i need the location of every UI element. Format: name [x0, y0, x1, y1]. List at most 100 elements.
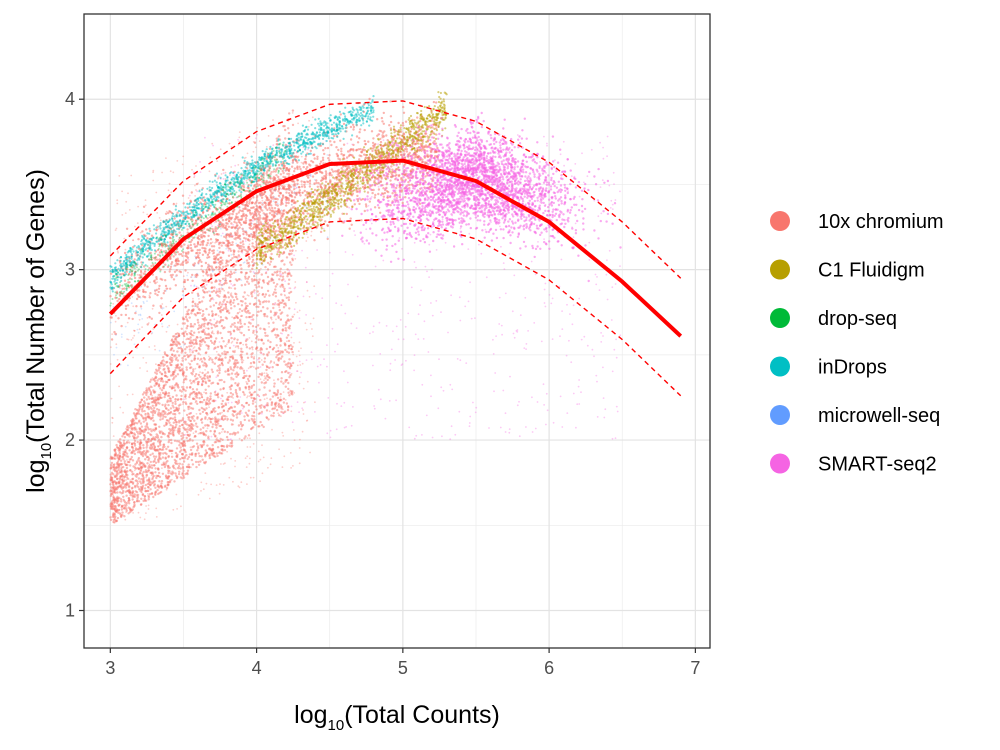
scatter-point [230, 368, 233, 371]
scatter-point [305, 328, 308, 331]
scatter-point [159, 392, 162, 394]
scatter-point [182, 318, 185, 321]
scatter-point [183, 444, 186, 447]
scatter-point [493, 390, 495, 393]
scatter-point [250, 340, 253, 343]
scatter-point [128, 460, 131, 464]
scatter-point [196, 362, 199, 366]
scatter-point [559, 395, 562, 398]
scatter-point [141, 474, 144, 477]
scatter-point [220, 397, 222, 400]
scatter-point [479, 197, 481, 199]
scatter-point [213, 362, 216, 365]
scatter-point [268, 410, 271, 413]
scatter-point [194, 302, 197, 305]
scatter-point [179, 398, 183, 401]
scatter-point [152, 171, 155, 174]
scatter-point [182, 381, 185, 384]
scatter-point [199, 401, 202, 404]
scatter-point [298, 411, 300, 414]
scatter-point [252, 206, 255, 209]
scatter-point [118, 297, 121, 301]
scatter-point [209, 421, 213, 424]
scatter-point [218, 432, 221, 435]
scatter-point [261, 293, 264, 296]
scatter-point [161, 303, 164, 305]
scatter-point [212, 304, 216, 307]
scatter-point [236, 345, 240, 348]
scatter-point [237, 424, 241, 427]
scatter-point [188, 395, 191, 399]
scatter-point [277, 359, 280, 362]
scatter-point [242, 405, 246, 408]
scatter-point [188, 316, 191, 319]
scatter-point [142, 444, 145, 447]
scatter-point [210, 483, 213, 486]
scatter-point [130, 174, 133, 177]
scatter-point [204, 392, 208, 395]
scatter-point [159, 361, 163, 365]
scatter-point [232, 265, 235, 268]
scatter-point [271, 395, 275, 398]
scatter-point [199, 161, 201, 163]
scatter-point [241, 210, 245, 213]
scatter-point [191, 417, 194, 420]
scatter-point [490, 221, 492, 224]
scatter-point [177, 346, 180, 350]
scatter-point [158, 431, 162, 435]
scatter-point [139, 441, 143, 444]
scatter-point [201, 360, 204, 363]
scatter-point [231, 316, 234, 318]
scatter-point [494, 372, 497, 374]
scatter-point [202, 440, 205, 443]
scatter-point [469, 281, 471, 284]
scatter-point [230, 378, 233, 381]
scatter-point [513, 336, 516, 339]
scatter-point [153, 391, 156, 394]
scatter-point [198, 298, 200, 300]
scatter-point [290, 410, 293, 413]
scatter-point [116, 477, 119, 480]
scatter-point [329, 436, 332, 439]
scatter-point [428, 276, 430, 278]
scatter-point [138, 488, 141, 491]
scatter-point [227, 309, 230, 312]
scatter-point [163, 367, 166, 371]
scatter-point [248, 264, 251, 267]
scatter-point [127, 506, 130, 509]
scatter-point [226, 444, 229, 447]
scatter-point [309, 174, 312, 177]
scatter-point [235, 345, 238, 347]
scatter-point [306, 419, 309, 422]
scatter-point [508, 253, 511, 255]
scatter-point [221, 444, 224, 448]
scatter-point [152, 495, 155, 499]
scatter-point [570, 361, 573, 364]
scatter-point [190, 344, 193, 348]
scatter-point [385, 325, 388, 327]
scatter-point [242, 334, 246, 337]
scatter-point [326, 432, 329, 435]
scatter-point [156, 281, 159, 283]
scatter-point [245, 346, 249, 349]
scatter-point [196, 305, 199, 309]
scatter-point [261, 472, 264, 475]
scatter-point [228, 273, 231, 276]
scatter-point [518, 435, 521, 438]
scatter-point [133, 334, 136, 337]
scatter-point [503, 268, 506, 270]
scatter-point [239, 331, 241, 333]
scatter-point [251, 242, 254, 245]
scatter-point [270, 171, 273, 174]
scatter-point [228, 385, 232, 389]
scatter-point [213, 340, 217, 343]
scatter-point [234, 164, 237, 167]
scatter-point [137, 409, 140, 412]
scatter-point [137, 448, 140, 451]
scatter-point [268, 263, 271, 266]
scatter-point [413, 261, 416, 263]
scatter-point [112, 473, 115, 476]
scatter-point [195, 189, 197, 191]
scatter-point [297, 350, 300, 352]
scatter-point [271, 303, 275, 306]
